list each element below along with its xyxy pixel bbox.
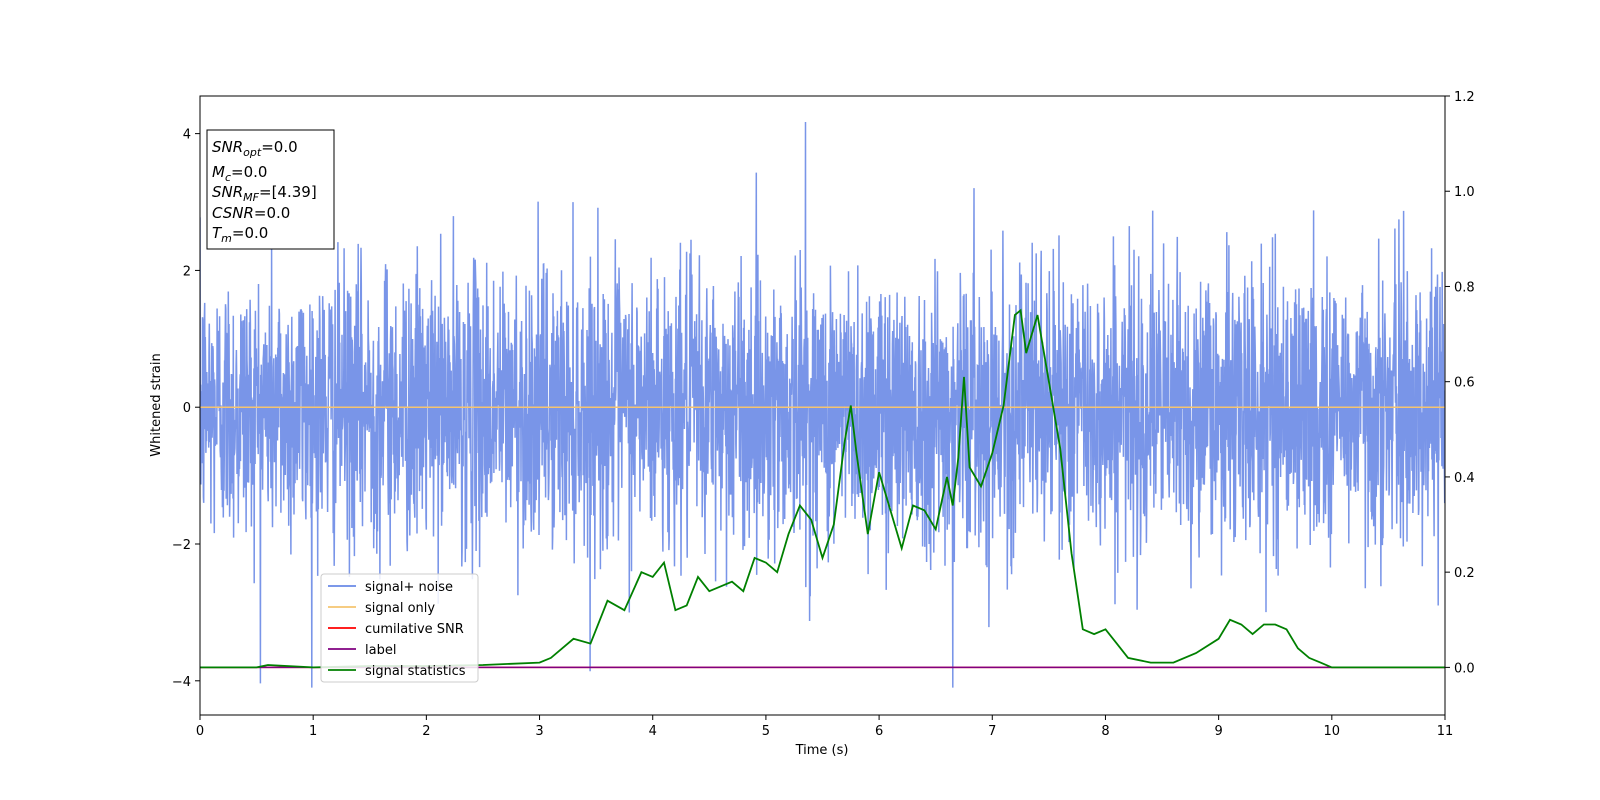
info-line: SNRMF=[4.39]	[212, 183, 317, 204]
y-left-tick-label: 0	[183, 401, 191, 416]
legend-label: signal+ noise	[365, 580, 453, 595]
x-axis-label: Time (s)	[795, 743, 849, 758]
y-left-tick-label: −2	[172, 538, 191, 553]
x-tick-label: 9	[1214, 724, 1222, 739]
y-right-tick-label: 0.6	[1454, 376, 1475, 391]
legend-frame	[320, 573, 479, 683]
legend-label: label	[365, 643, 396, 658]
x-tick-label: 1	[309, 724, 317, 739]
x-tick-label: 11	[1437, 724, 1454, 739]
info-box-frame	[206, 129, 335, 250]
info-line: CSNR=0.0	[212, 204, 290, 222]
x-tick-label: 10	[1324, 724, 1341, 739]
x-tick-label: 6	[875, 724, 883, 739]
y-axis-label: Whitened strain	[149, 353, 164, 456]
y-right-tick-label: 0.2	[1454, 566, 1475, 581]
y-right-tick-label: 1.0	[1454, 185, 1475, 200]
legend-label: signal only	[365, 601, 435, 616]
y-right-tick-label: 0.0	[1454, 661, 1475, 676]
x-tick-label: 0	[196, 724, 204, 739]
series-signal-statistics	[200, 308, 1445, 669]
legend-label: cumilative SNR	[365, 622, 464, 637]
info-line: SNRopt=0.0	[212, 138, 298, 159]
y-right-tick-label: 0.4	[1454, 471, 1475, 486]
y-left-axis: −4 −2 0 2 4	[172, 128, 200, 690]
y-right-tick-label: 0.8	[1454, 280, 1475, 295]
x-tick-label: 4	[649, 724, 657, 739]
legend-label: signal statistics	[365, 664, 466, 679]
y-right-tick-label: 1.2	[1454, 90, 1475, 105]
x-tick-label: 7	[988, 724, 996, 739]
y-left-tick-label: 2	[183, 264, 191, 279]
y-left-tick-label: −4	[172, 675, 191, 690]
info-line: Tm=0.0	[212, 224, 268, 245]
plot-frame	[199, 95, 1446, 716]
x-tick-label: 8	[1101, 724, 1109, 739]
x-tick-label: 3	[535, 724, 543, 739]
info-line: Mc=0.0	[212, 163, 267, 184]
y-right-axis: 0.0 0.2 0.4 0.6 0.8 1.0 1.2	[1445, 90, 1475, 676]
legend: signal+ noise signal only cumilative SNR la…	[320, 573, 479, 683]
x-tick-label: 2	[422, 724, 430, 739]
x-axis: 0 1 2 3 4 5 6 7 8 9 10 11	[196, 715, 1453, 739]
series-signal-noise	[200, 121, 1445, 688]
x-tick-label: 5	[762, 724, 770, 739]
y-left-tick-label: 4	[183, 128, 191, 143]
